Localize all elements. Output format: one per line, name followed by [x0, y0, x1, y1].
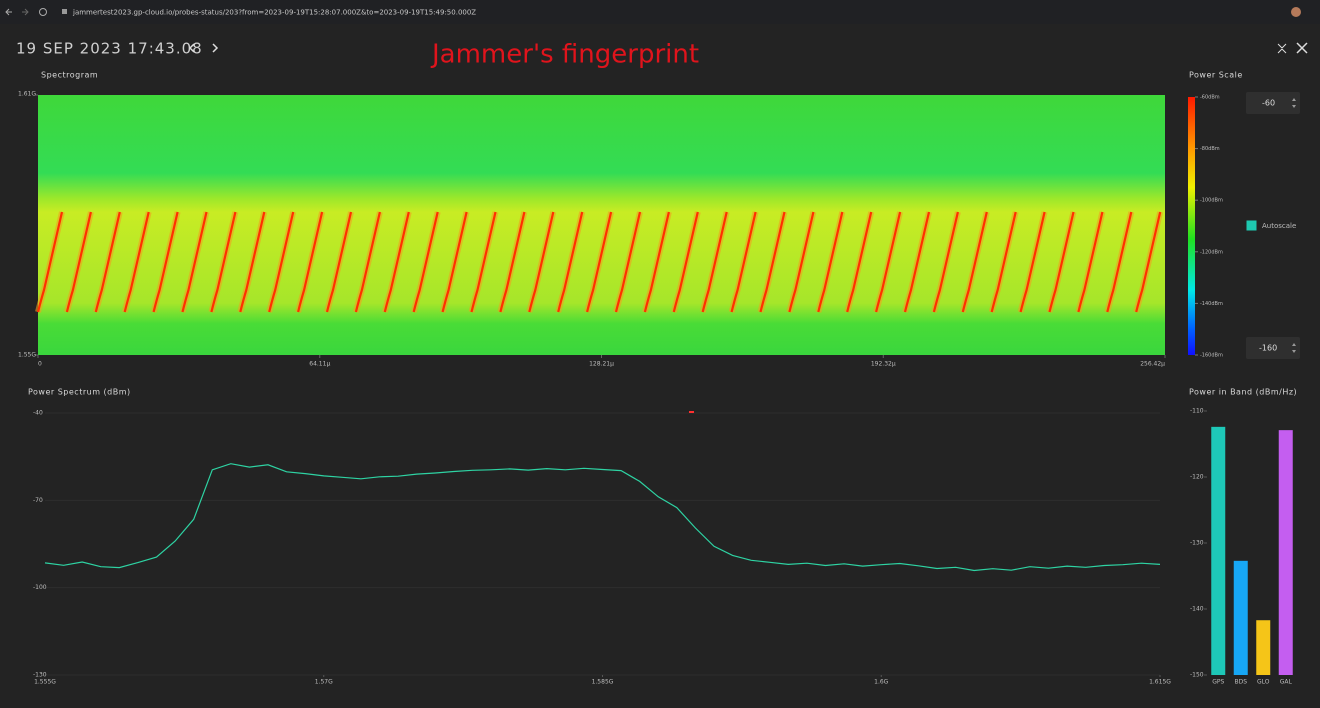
- x-tick-label: 256.42µ: [1140, 361, 1165, 368]
- prev-button[interactable]: [188, 43, 195, 53]
- lock-icon: [62, 9, 67, 14]
- panel-title: Spectrogram: [41, 71, 98, 80]
- spectrum-line: [44, 463, 1161, 572]
- y-tick-label: -110: [1190, 408, 1204, 415]
- collapse-button[interactable]: [1277, 43, 1287, 54]
- x-tick-label: 1.57G: [315, 679, 333, 686]
- panel-title: Power Scale: [1189, 71, 1243, 80]
- spinner: [1292, 343, 1296, 353]
- y-tick-label: -70: [33, 497, 43, 504]
- colorbar-label: -160dBm: [1200, 353, 1223, 359]
- url[interactable]: jammertest2023.gp-cloud.io/probes-status…: [72, 9, 476, 17]
- min-value: -160: [1259, 344, 1277, 353]
- x-tick-label: GAL: [1280, 679, 1293, 686]
- x-tick-label: 0: [38, 361, 42, 368]
- y-tick-label: 1.61G: [18, 91, 36, 98]
- colorbar-label: -80dBm: [1200, 146, 1220, 152]
- reload-button[interactable]: [39, 8, 47, 16]
- y-tick-label: -100: [33, 584, 47, 591]
- panel-title: Power Spectrum (dBm): [28, 388, 131, 397]
- min-input[interactable]: [1246, 337, 1300, 359]
- x-tick-label: 1.615G: [1149, 679, 1171, 686]
- back-button[interactable]: [5, 8, 12, 16]
- x-tick-label: 1.6G: [874, 679, 889, 686]
- color-bar: [1188, 97, 1195, 355]
- panel-title: Power in Band (dBm/Hz): [1189, 388, 1297, 397]
- bar: [1278, 430, 1293, 675]
- y-tick-label: -120: [1190, 474, 1204, 481]
- spectrogram-image: [38, 95, 1165, 355]
- x-tick-label: GLO: [1257, 679, 1270, 686]
- x-tick-label: 1.585G: [592, 679, 614, 686]
- spinner: [1292, 98, 1296, 108]
- autoscale-checkbox[interactable]: [1246, 220, 1257, 231]
- x-tick-label: 192.32µ: [871, 361, 896, 368]
- bar: [1256, 620, 1271, 675]
- colorbar-label: -140dBm: [1200, 301, 1223, 307]
- colorbar-label: -100dBm: [1200, 198, 1223, 204]
- close-button[interactable]: [1296, 42, 1308, 54]
- browser-bar: [0, 0, 1320, 24]
- bar: [1233, 560, 1248, 675]
- trace-core: [36, 211, 1162, 313]
- max-input[interactable]: [1246, 92, 1300, 114]
- colorbar-label: -120dBm: [1200, 249, 1223, 255]
- x-tick-label: 1.555G: [34, 679, 56, 686]
- bar: [1211, 426, 1226, 675]
- annotation: Jammer's fingerprint: [430, 40, 699, 70]
- profile-icon[interactable]: [1291, 7, 1301, 17]
- y-tick-label: -130: [1190, 540, 1204, 547]
- timestamp: 19 SEP 2023 17:43.08: [16, 40, 203, 58]
- spectrogram-trace: [35, 211, 1164, 313]
- y-tick-label: -150: [1190, 672, 1204, 679]
- autoscale-label: Autoscale: [1262, 222, 1296, 230]
- y-tick-label: 1.55G: [18, 352, 36, 359]
- y-tick-label: -130: [33, 672, 47, 679]
- colorbar-label: -60dBm: [1200, 95, 1220, 101]
- x-tick-label: 128.21µ: [589, 361, 614, 368]
- max-value: -60: [1262, 99, 1275, 108]
- x-tick-label: 64.11µ: [309, 361, 330, 368]
- forward-button[interactable]: [22, 8, 29, 16]
- marker: [689, 411, 694, 413]
- x-tick-label: BDS: [1234, 679, 1247, 686]
- x-tick-label: GPS: [1212, 679, 1224, 686]
- next-button[interactable]: [212, 43, 219, 53]
- y-tick-label: -140: [1190, 606, 1204, 613]
- y-tick-label: -40: [33, 410, 43, 417]
